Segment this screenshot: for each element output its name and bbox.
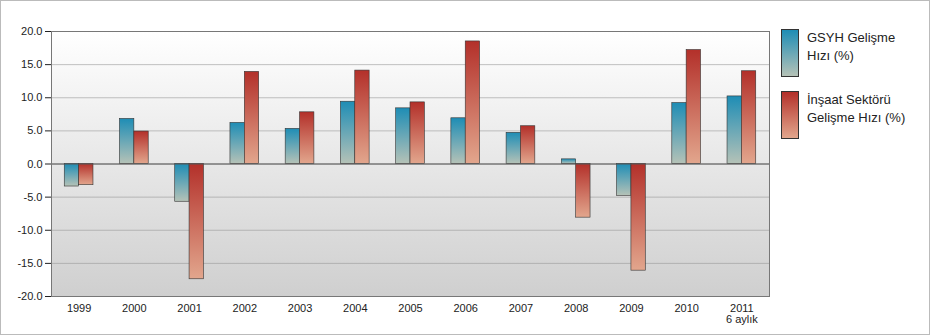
svg-text:20116 aylık: 20116 aylık	[726, 302, 758, 325]
svg-text:15.0: 15.0	[21, 58, 42, 70]
svg-text:2002: 2002	[233, 302, 257, 314]
svg-text:2004: 2004	[343, 302, 367, 314]
svg-text:2009: 2009	[619, 302, 643, 314]
html-text:İnşaat Sektörü Gelişme Hızı (%: İnşaat Sektörü Gelişme Hızı (%)	[807, 92, 906, 125]
svg-text:2008: 2008	[564, 302, 588, 314]
svg-text:2000: 2000	[122, 302, 146, 314]
svg-text:2006: 2006	[453, 302, 477, 314]
svg-text:0.0: 0.0	[27, 158, 42, 170]
svg-text:20.0: 20.0	[21, 25, 42, 37]
svg-text:10.0: 10.0	[21, 91, 42, 103]
svg-text:-20.0: -20.0	[17, 290, 42, 302]
svg-text:2010: 2010	[674, 302, 698, 314]
svg-text:2001: 2001	[177, 302, 201, 314]
svg-text:5.0: 5.0	[27, 124, 42, 136]
svg-text:2003: 2003	[288, 302, 312, 314]
svg-text:2005: 2005	[398, 302, 422, 314]
svg-text:-15.0: -15.0	[17, 257, 42, 269]
svg-text:-5.0: -5.0	[24, 191, 43, 203]
svg-text:2007: 2007	[509, 302, 533, 314]
html-text:GSYH Gelişme Hızı (%): GSYH Gelişme Hızı (%)	[807, 30, 896, 63]
svg-text:1999: 1999	[67, 302, 91, 314]
svg-text:-10.0: -10.0	[17, 224, 42, 236]
